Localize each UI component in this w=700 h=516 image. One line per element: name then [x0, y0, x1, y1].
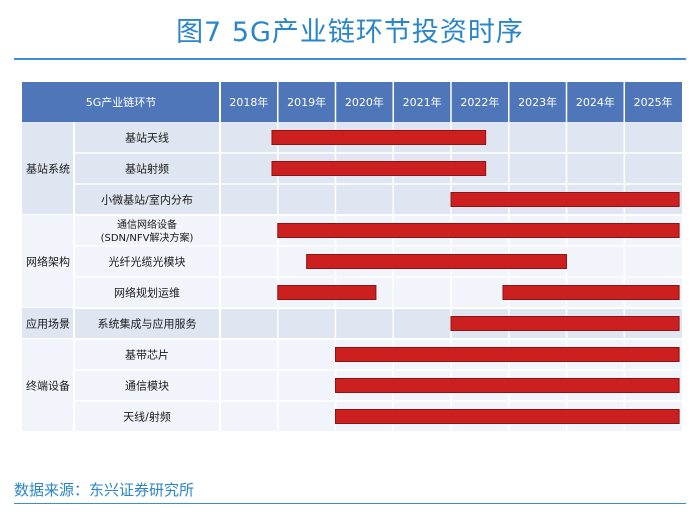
- year-header: 2022年: [460, 95, 499, 109]
- timeline-bar: [335, 378, 680, 393]
- group-cell: [22, 339, 74, 432]
- timeline-bar: [502, 285, 680, 300]
- timeline-bar: [271, 130, 487, 145]
- group-cell: [22, 308, 74, 339]
- row-label: 天线/射频: [123, 410, 171, 424]
- year-header: 2019年: [287, 95, 326, 109]
- bottom-rule: [14, 503, 686, 504]
- timeline-bar: [335, 347, 680, 362]
- figure-title: 图7 5G产业链环节投资时序: [176, 17, 524, 48]
- year-header: 2024年: [576, 95, 615, 109]
- row-label: 小微基站/室内分布: [101, 193, 193, 207]
- row-label: 基站天线: [125, 131, 169, 145]
- group-cell: [22, 215, 74, 308]
- group-label: 基站系统: [26, 162, 70, 176]
- year-header: 2020年: [345, 95, 384, 109]
- timeline-bar: [306, 254, 567, 269]
- timeline-bar: [450, 192, 680, 207]
- group-label: 终端设备: [26, 379, 70, 393]
- row-label: 系统集成与应用服务: [98, 317, 197, 331]
- timeline-bar: [335, 409, 680, 424]
- year-header: 2018年: [229, 95, 268, 109]
- row-label: 网络规划运维: [114, 286, 180, 300]
- group-cell: [22, 122, 74, 215]
- header-label: 5G产业链环节: [86, 95, 157, 109]
- timeline-bar: [271, 161, 487, 176]
- year-header: 2025年: [634, 95, 673, 109]
- row-label: (SDN/NFV解决方案): [101, 231, 194, 244]
- year-header: 2021年: [403, 95, 442, 109]
- timeline-bar: [450, 316, 680, 331]
- timeline-bar: [277, 223, 680, 238]
- group-label: 网络架构: [26, 255, 70, 269]
- group-label: 应用场景: [26, 317, 70, 331]
- row-label: 通信网络设备: [117, 218, 177, 231]
- title-rule: [14, 58, 686, 60]
- year-header: 2023年: [518, 95, 557, 109]
- header-band: [22, 82, 682, 122]
- timeline-bar: [277, 285, 377, 300]
- source-note: 数据来源：东兴证券研究所: [14, 481, 195, 499]
- row-label: 基带芯片: [125, 348, 169, 362]
- row-label: 光纤光缆光模块: [109, 255, 186, 269]
- row-label: 基站射频: [125, 162, 169, 176]
- row-label: 通信模块: [125, 380, 169, 393]
